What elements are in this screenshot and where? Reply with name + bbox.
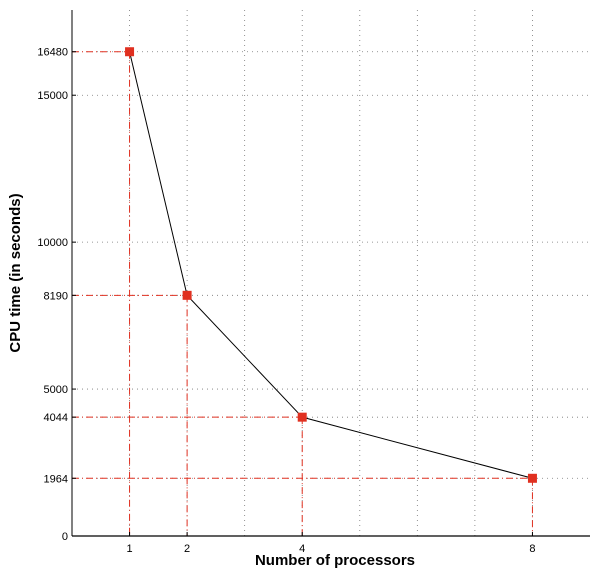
data-point-marker [182, 290, 192, 300]
data-point-marker [125, 47, 135, 57]
x-axis-title: Number of processors [255, 552, 415, 569]
x-tick-label: 2 [184, 543, 190, 555]
y-tick-label: 4044 [44, 412, 68, 424]
x-tick-label: 1 [126, 543, 132, 555]
series-line [129, 51, 533, 479]
y-tick-label: 15000 [37, 90, 68, 102]
y-tick-label: 10000 [37, 237, 68, 249]
axis-ticks: 0 1964 4044 5000 8190 10000 15000 16480 1 2 4 8 [37, 47, 535, 555]
x-tick-label: 4 [299, 543, 305, 555]
reference-lines [72, 51, 533, 536]
data-point-marker [297, 412, 307, 422]
grid-lines [72, 10, 590, 536]
y-tick-label: 8190 [44, 290, 68, 302]
x-tick-label: 8 [529, 543, 535, 555]
y-tick-label: 16480 [37, 47, 68, 59]
y-tick-label: 1964 [44, 473, 68, 485]
data-markers [125, 47, 537, 483]
y-tick-label: 5000 [44, 384, 68, 396]
y-tick-label: 0 [62, 531, 68, 543]
data-point-marker [527, 473, 537, 483]
y-axis-title: CPU time (in seconds) [7, 193, 24, 352]
